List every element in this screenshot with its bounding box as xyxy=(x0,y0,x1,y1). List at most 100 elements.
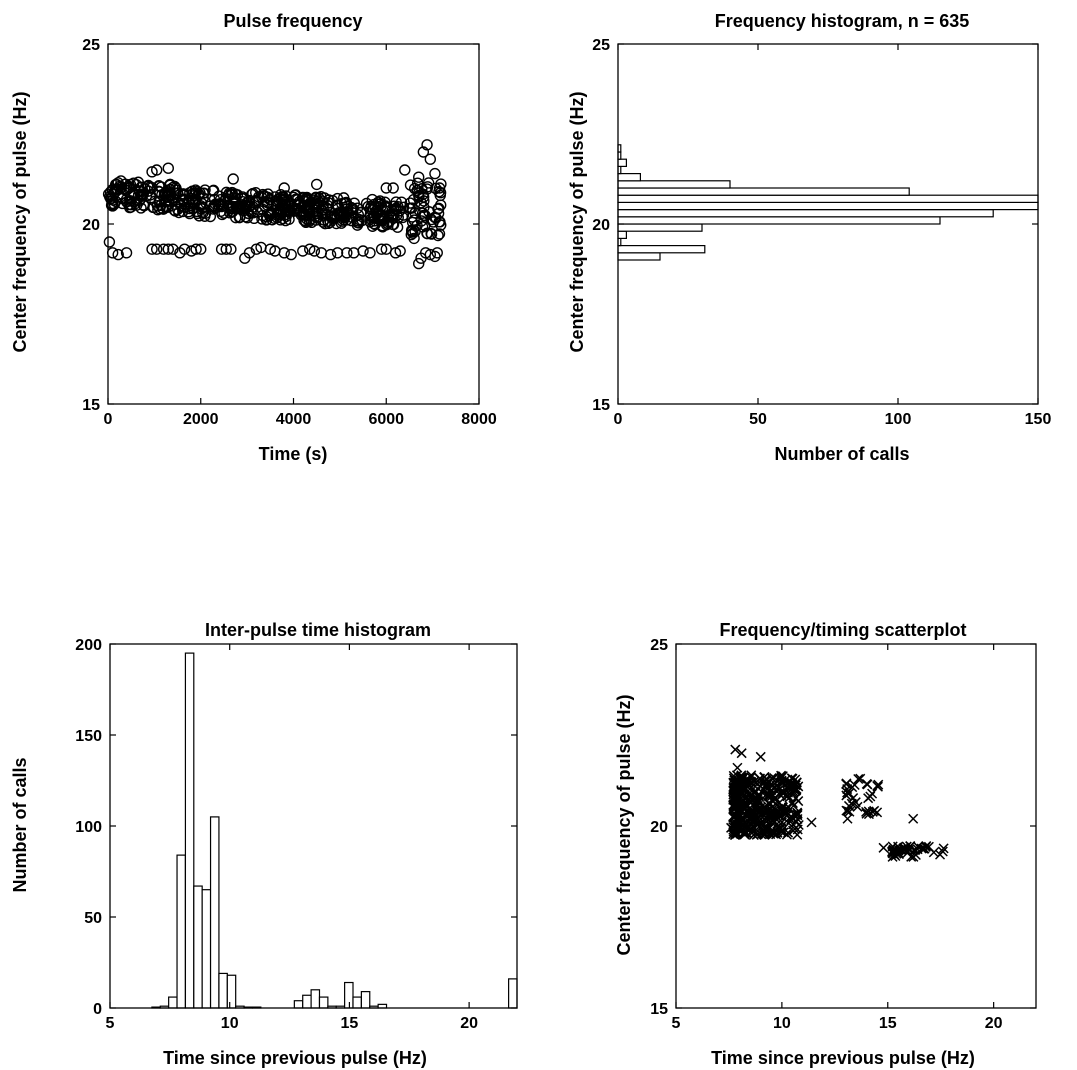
p2-ticks: 0 50 100 150 15 20 25 xyxy=(592,37,1051,428)
p4-ticks: 5 10 15 20 15 20 25 xyxy=(650,637,1036,1032)
p3-bar xyxy=(184,652,195,1009)
p1-point xyxy=(406,225,418,237)
p2-ytick-label: 25 xyxy=(592,37,610,54)
p1-point xyxy=(176,194,189,206)
p2-bar xyxy=(617,194,1039,203)
p1-point xyxy=(164,179,176,191)
p4-point xyxy=(770,810,781,821)
p4-point xyxy=(731,814,743,825)
p1-point xyxy=(322,197,335,209)
p4-point xyxy=(730,744,741,755)
p1-point xyxy=(433,228,446,240)
p2-bar xyxy=(617,158,627,167)
p1-point xyxy=(110,185,122,197)
p4-point xyxy=(938,843,949,854)
p1-point xyxy=(421,139,433,151)
p4-ylabel: Center frequency of pulse (Hz) xyxy=(614,694,634,955)
p1-point xyxy=(135,202,147,214)
p4-point xyxy=(928,847,939,858)
p1-point xyxy=(423,206,435,218)
p4-point xyxy=(752,819,764,830)
p2-bar xyxy=(617,230,627,239)
p3-xtick-label: 20 xyxy=(460,1015,478,1032)
p1-point xyxy=(178,243,191,255)
p1-point xyxy=(399,164,411,176)
p1-point xyxy=(408,182,421,195)
p1-point xyxy=(243,247,256,259)
p3-bar xyxy=(360,991,371,1009)
p3-title: Inter-pulse time histogram xyxy=(205,620,431,640)
p4-point xyxy=(741,793,752,804)
p3-bar xyxy=(293,1000,304,1009)
p3-ylabel: Number of calls xyxy=(10,757,30,892)
p2-bar xyxy=(617,252,661,261)
p4-point xyxy=(792,813,803,825)
p2-bar xyxy=(617,216,941,225)
p4-ytick-label: 25 xyxy=(650,637,668,654)
p1-point xyxy=(416,207,429,219)
p1-xtick-label: 8000 xyxy=(461,411,497,428)
p1-point xyxy=(370,205,382,217)
p3-bar xyxy=(310,989,321,1009)
p1-point xyxy=(267,199,279,211)
p1-point xyxy=(156,202,169,214)
inter-pulse-histogram-panel: Inter-pulse time histogram Time since pr… xyxy=(10,620,518,1068)
p1-point xyxy=(224,203,236,215)
p4-point xyxy=(867,788,878,799)
p4-point xyxy=(752,778,763,789)
p4-point xyxy=(853,773,864,785)
p1-point xyxy=(348,247,360,259)
p4-point xyxy=(806,817,817,828)
p1-point xyxy=(364,247,376,259)
p4-point xyxy=(752,800,763,811)
p3-ytick-label: 150 xyxy=(75,728,102,745)
p1-point xyxy=(431,247,443,259)
p4-point xyxy=(776,777,787,788)
p4-point xyxy=(726,822,737,833)
frequency-histogram-panel: Frequency histogram, n = 635 Number of c… xyxy=(567,11,1051,464)
p1-xtick-label: 0 xyxy=(104,411,113,428)
p4-point xyxy=(841,805,852,816)
p1-point xyxy=(310,178,323,191)
p1-point xyxy=(162,162,174,174)
p1-point xyxy=(162,194,175,207)
p1-point xyxy=(291,194,304,206)
p1-point xyxy=(293,196,306,208)
p1-point xyxy=(283,213,295,225)
p1-point xyxy=(331,192,344,205)
p2-xtick-label: 150 xyxy=(1025,411,1052,428)
p4-point xyxy=(937,846,948,857)
p1-xtick-label: 6000 xyxy=(368,411,404,428)
p2-ytick-label: 15 xyxy=(592,397,610,414)
p1-point xyxy=(297,245,309,257)
p1-point xyxy=(167,243,179,255)
p4-axes-frame xyxy=(675,643,1037,1009)
p1-point xyxy=(108,198,121,210)
p1-point xyxy=(336,207,348,219)
p3-ytick-label: 0 xyxy=(93,1001,102,1018)
p1-point xyxy=(411,177,424,189)
p1-point xyxy=(237,195,249,208)
p4-point xyxy=(768,828,779,839)
p1-point xyxy=(227,173,239,185)
p4-xlabel: Time since previous pulse (Hz) xyxy=(711,1048,975,1068)
p3-xtick-label: 15 xyxy=(341,1015,359,1032)
p1-point xyxy=(224,207,236,219)
p1-point xyxy=(432,229,444,242)
p4-point xyxy=(887,841,898,852)
p1-point xyxy=(433,182,446,194)
p3-bar xyxy=(168,996,178,1009)
p4-point xyxy=(905,841,916,852)
p2-xtick-label: 50 xyxy=(749,411,767,428)
p1-ytick-label: 15 xyxy=(82,397,100,414)
p2-marks xyxy=(617,144,1039,261)
p4-point xyxy=(755,751,766,762)
p1-point xyxy=(150,243,163,255)
p1-point xyxy=(407,194,420,206)
p3-bar xyxy=(176,854,187,1009)
p3-ytick-label: 100 xyxy=(75,819,102,836)
p1-point xyxy=(213,190,225,202)
p1-ylabel: Center frequency of pulse (Hz) xyxy=(10,91,30,352)
p1-point xyxy=(190,243,202,255)
p3-bar xyxy=(193,885,203,1009)
